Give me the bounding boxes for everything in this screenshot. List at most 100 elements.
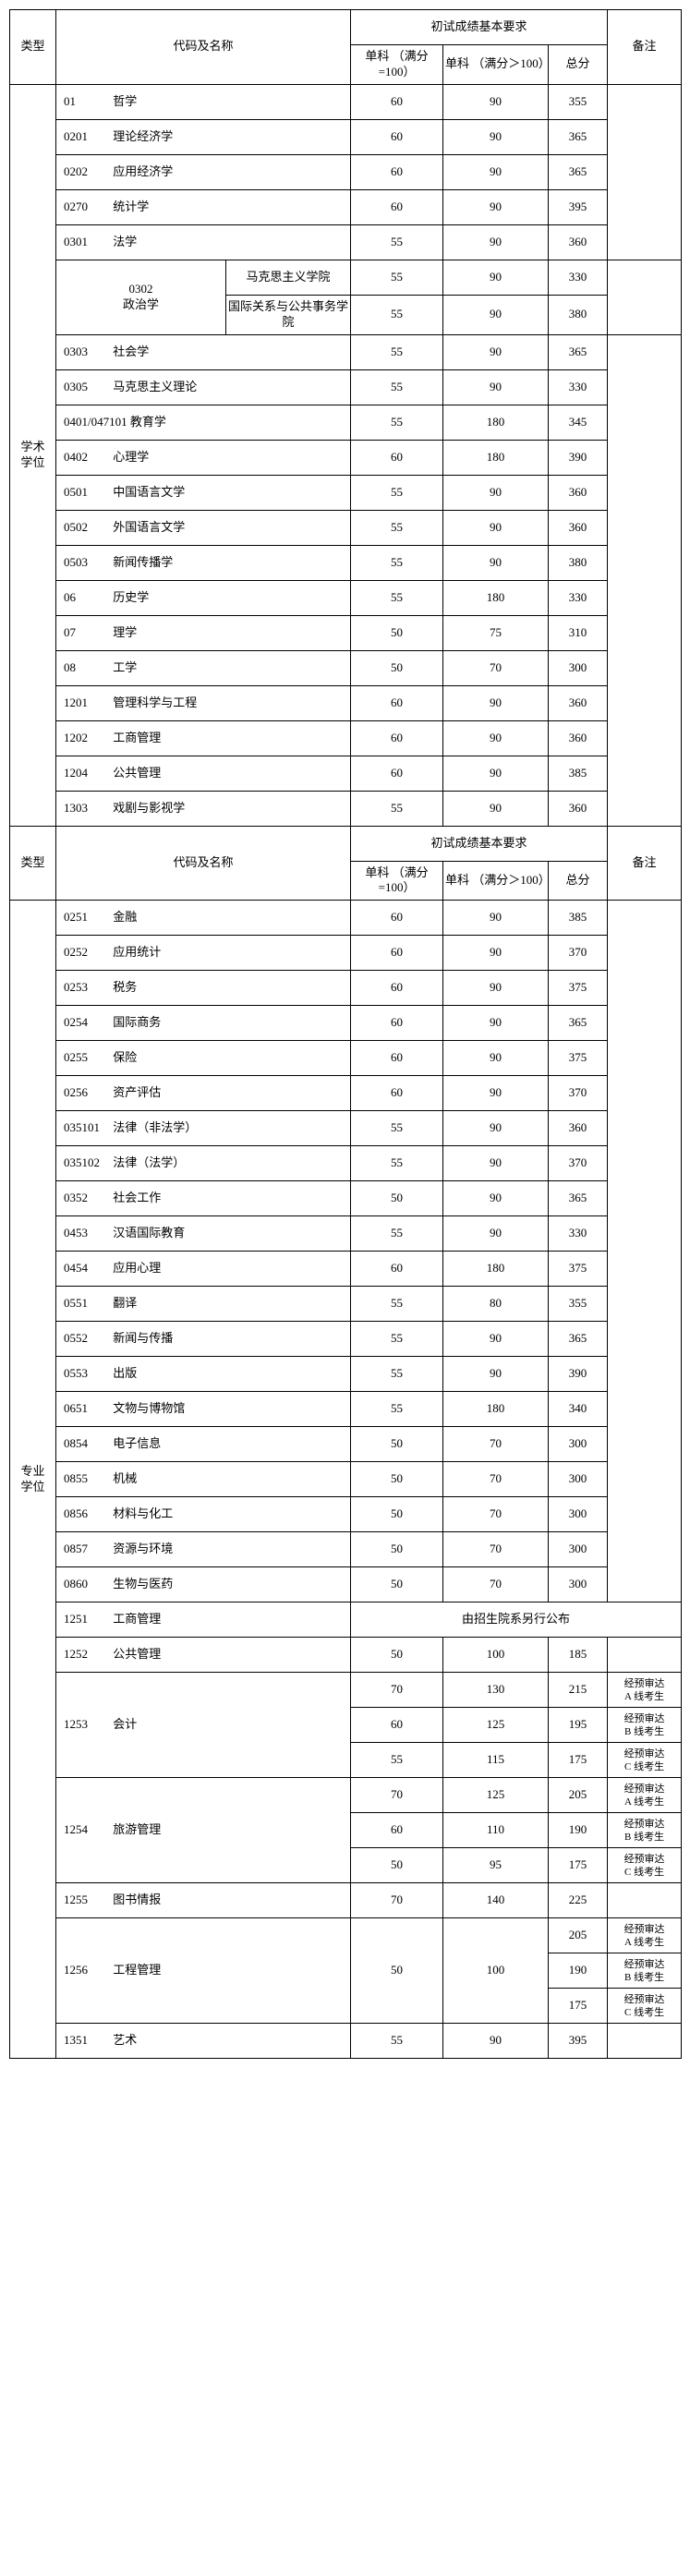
cell-s2: 90	[443, 154, 549, 189]
row-name: 马克思主义理论	[110, 380, 197, 393]
row-name: 统计学	[110, 200, 149, 213]
table-row: 0501 中国语言文学5590360	[10, 475, 682, 510]
row-code: 0352	[64, 1191, 110, 1206]
cell-remark: 经预审达 A 线考生	[608, 1673, 682, 1708]
cell-s1: 50	[351, 1567, 443, 1602]
cell-s2: 90	[443, 545, 549, 580]
row-name: 生物与医药	[110, 1577, 173, 1590]
row-name: 法律（法学）	[110, 1155, 185, 1169]
cell-total: 345	[549, 405, 608, 440]
row-codename: 0854 电子信息	[56, 1427, 351, 1462]
row-code: 0254	[64, 1015, 110, 1031]
table-row: 035102 法律（法学）5590370	[10, 1146, 682, 1181]
type-academic: 学术 学位	[10, 84, 56, 826]
row-codename: 1256 工程管理	[56, 1918, 351, 2024]
row-codename: 1202 工商管理	[56, 720, 351, 756]
cell-s2: 90	[443, 295, 549, 334]
cell-total: 355	[549, 1287, 608, 1322]
cell-s2: 90	[443, 756, 549, 791]
row-code: 06	[64, 590, 110, 606]
cell-s2: 70	[443, 650, 549, 685]
cell-total: 175	[549, 1743, 608, 1778]
cell-remark: 经预审达 C 线考生	[608, 1989, 682, 2024]
row-code: 0551	[64, 1296, 110, 1312]
row-name: 工商管理	[110, 1612, 161, 1626]
row-codename: 0401/047101 教育学	[56, 405, 351, 440]
row-code: 035102	[64, 1155, 110, 1171]
hdr-s1: 单科 （满分=100）	[351, 45, 443, 85]
cell-total: 365	[549, 119, 608, 154]
cell-s1: 55	[351, 405, 443, 440]
row-name: 公共管理	[110, 1647, 161, 1661]
row-name: 机械	[110, 1471, 137, 1485]
row-codename: 0855 机械	[56, 1462, 351, 1497]
table-row: 06 历史学55180330	[10, 580, 682, 615]
table-row: 0255 保险6090375	[10, 1041, 682, 1076]
cell-s1: 60	[351, 936, 443, 971]
row-codename: 0352 社会工作	[56, 1181, 351, 1216]
row-codename: 0253 税务	[56, 971, 351, 1006]
cell-s2: 90	[443, 1322, 549, 1357]
cell-s2: 180	[443, 405, 549, 440]
cell-total: 360	[549, 475, 608, 510]
row-code: 0303	[64, 345, 110, 360]
cell-s1: 55	[351, 1392, 443, 1427]
cell-total: 360	[549, 1111, 608, 1146]
hdr2-remark: 备注	[608, 826, 682, 901]
cell-s2: 90	[443, 1006, 549, 1041]
row-codename: 0201 理论经济学	[56, 119, 351, 154]
table-row: 0253 税务6090375	[10, 971, 682, 1006]
row-code: 07	[64, 625, 110, 641]
row-name: 翻译	[110, 1296, 137, 1310]
hdr-s2: 单科 （满分＞100）	[443, 45, 549, 85]
row-name: 艺术	[110, 2033, 137, 2047]
row-codename: 0856 材料与化工	[56, 1497, 351, 1532]
row-name: 材料与化工	[110, 1506, 173, 1520]
cell-remark: 经预审达 B 线考生	[608, 1708, 682, 1743]
table-row: 0305 马克思主义理论5590330	[10, 369, 682, 405]
row-name: 新闻传播学	[110, 555, 173, 569]
row-name: 旅游管理	[110, 1822, 161, 1836]
row-code: 0553	[64, 1366, 110, 1382]
cell-s2: 90	[443, 189, 549, 224]
table-row: 0352 社会工作5090365	[10, 1181, 682, 1216]
row-name: 资源与环境	[110, 1542, 173, 1555]
table-row: 学术 学位01 哲学6090355	[10, 84, 682, 119]
row-codename: 1204 公共管理	[56, 756, 351, 791]
cell-s1: 60	[351, 756, 443, 791]
cell-s2: 90	[443, 971, 549, 1006]
cell-s2: 115	[443, 1743, 549, 1778]
row-name: 法律（非法学）	[110, 1120, 197, 1134]
row-subname: 马克思主义学院	[226, 260, 351, 295]
row-code: 0856	[64, 1506, 110, 1522]
row-codename: 0552 新闻与传播	[56, 1322, 351, 1357]
row-name: 公共管理	[110, 766, 161, 780]
cell-s1: 55	[351, 1322, 443, 1357]
row-name: 电子信息	[110, 1436, 161, 1450]
cell-s1: 55	[351, 1111, 443, 1146]
row-code: 0454	[64, 1261, 110, 1276]
cell-total: 310	[549, 615, 608, 650]
row-name: 历史学	[110, 590, 149, 604]
cell-s2: 90	[443, 369, 549, 405]
hdr-initreq: 初试成绩基本要求	[351, 10, 608, 45]
table-row: 07 理学5075310	[10, 615, 682, 650]
cell-remark: 经预审达 A 线考生	[608, 1918, 682, 1953]
cell-s1: 70	[351, 1673, 443, 1708]
cell-s2: 100	[443, 1638, 549, 1673]
row-code: 0651	[64, 1401, 110, 1417]
row-codename: 1303 戏剧与影视学	[56, 791, 351, 826]
row-codename: 06 历史学	[56, 580, 351, 615]
cell-s1: 55	[351, 224, 443, 260]
table-row: 0256 资产评估6090370	[10, 1076, 682, 1111]
cell-total: 300	[549, 1462, 608, 1497]
cell-s2: 180	[443, 1252, 549, 1287]
row-code: 01	[64, 94, 110, 110]
cell-total: 375	[549, 1041, 608, 1076]
cell-s1: 50	[351, 1532, 443, 1567]
row-code: 0501	[64, 485, 110, 501]
cell-s2: 90	[443, 224, 549, 260]
row-code: 0401/047101	[64, 415, 127, 430]
table-row: 0401/047101 教育学55180345	[10, 405, 682, 440]
row-codename: 0502 外国语言文学	[56, 510, 351, 545]
